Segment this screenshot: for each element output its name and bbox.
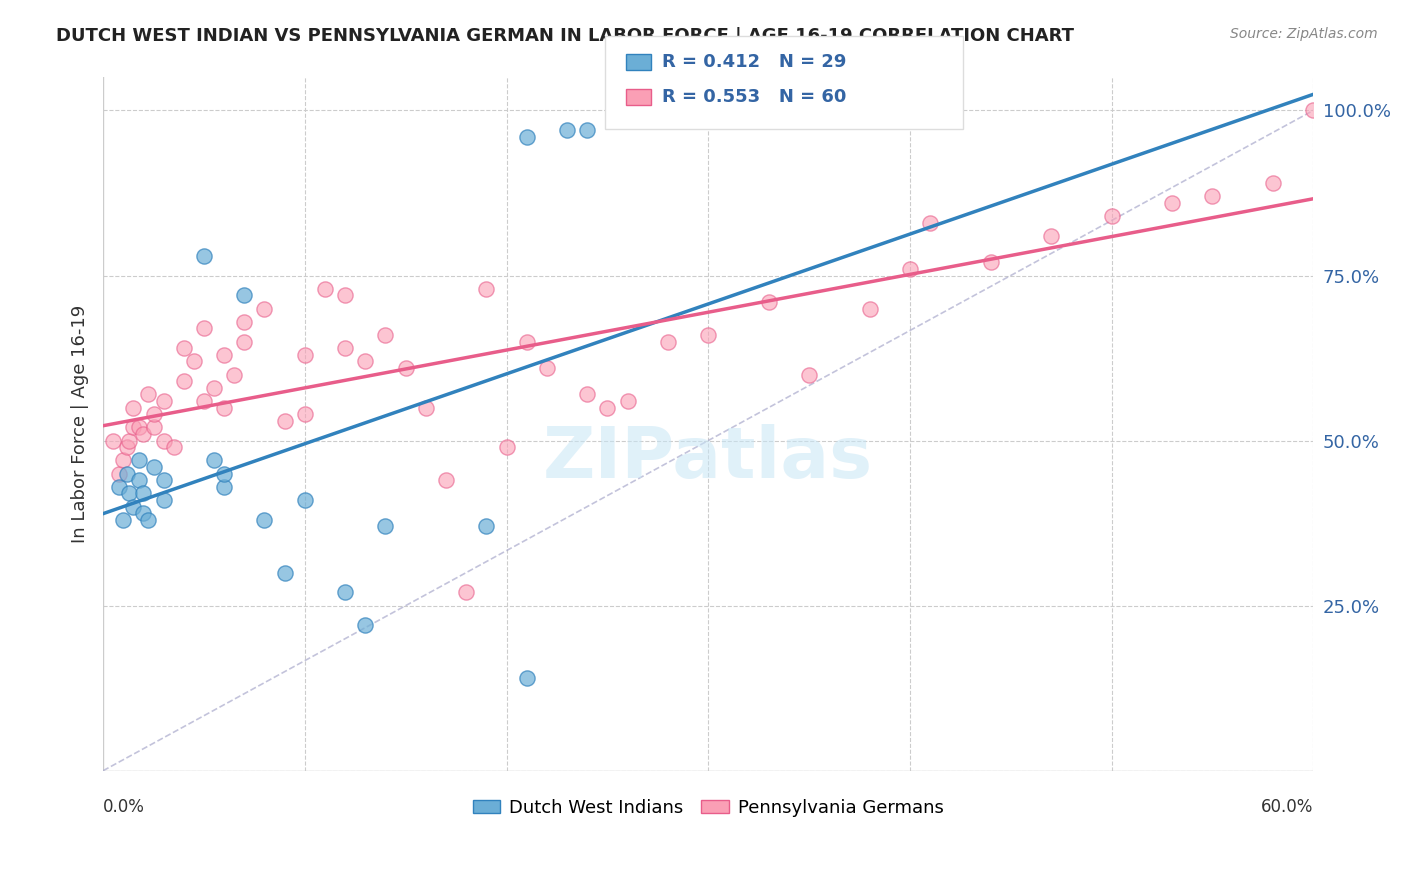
Point — [183, 354, 205, 368]
Point — [142, 407, 165, 421]
Point — [1302, 103, 1324, 118]
Point — [253, 513, 276, 527]
Point — [128, 420, 150, 434]
Point — [354, 354, 377, 368]
Point — [516, 671, 538, 685]
Point — [475, 282, 498, 296]
Text: R = 0.412   N = 29: R = 0.412 N = 29 — [662, 53, 846, 70]
Point — [122, 420, 145, 434]
Point — [797, 368, 820, 382]
Point — [555, 123, 578, 137]
Point — [596, 401, 619, 415]
Point — [294, 493, 316, 508]
Point — [118, 434, 141, 448]
Point — [152, 394, 174, 409]
Point — [516, 334, 538, 349]
Point — [173, 374, 195, 388]
Point — [142, 460, 165, 475]
Point — [1201, 189, 1223, 203]
Point — [1261, 176, 1284, 190]
Point — [122, 401, 145, 415]
Point — [136, 387, 159, 401]
Point — [475, 519, 498, 533]
Text: R = 0.553   N = 60: R = 0.553 N = 60 — [662, 88, 846, 106]
Point — [918, 216, 941, 230]
Point — [314, 282, 336, 296]
Point — [142, 420, 165, 434]
Point — [253, 301, 276, 316]
Point — [212, 467, 235, 481]
Point — [136, 513, 159, 527]
Point — [117, 467, 139, 481]
Point — [616, 394, 638, 409]
Point — [117, 440, 139, 454]
Point — [233, 315, 256, 329]
Point — [132, 427, 155, 442]
Point — [456, 585, 478, 599]
Text: 60.0%: 60.0% — [1261, 798, 1313, 816]
Text: 0.0%: 0.0% — [103, 798, 145, 816]
Point — [193, 321, 215, 335]
Point — [193, 394, 215, 409]
Point — [132, 506, 155, 520]
Point — [122, 500, 145, 514]
Point — [576, 123, 599, 137]
Point — [333, 341, 356, 355]
Point — [395, 360, 418, 375]
Point — [858, 301, 880, 316]
Point — [233, 288, 256, 302]
Point — [294, 348, 316, 362]
Point — [657, 334, 679, 349]
Point — [273, 566, 295, 580]
Point — [1101, 209, 1123, 223]
Point — [212, 401, 235, 415]
Y-axis label: In Labor Force | Age 16-19: In Labor Force | Age 16-19 — [72, 305, 89, 543]
Point — [173, 341, 195, 355]
Point — [108, 467, 131, 481]
Point — [980, 255, 1002, 269]
Point — [374, 327, 396, 342]
Point — [415, 401, 437, 415]
Point — [152, 434, 174, 448]
Point — [233, 334, 256, 349]
Point — [163, 440, 186, 454]
Point — [108, 480, 131, 494]
Point — [516, 129, 538, 144]
Point — [112, 453, 135, 467]
Point — [294, 407, 316, 421]
Point — [434, 473, 457, 487]
Point — [1161, 195, 1184, 210]
Point — [374, 519, 396, 533]
Point — [273, 414, 295, 428]
Point — [333, 288, 356, 302]
Point — [697, 327, 720, 342]
Point — [495, 440, 517, 454]
Point — [354, 618, 377, 632]
Point — [202, 453, 225, 467]
Point — [1040, 228, 1063, 243]
Point — [212, 480, 235, 494]
Point — [112, 513, 135, 527]
Text: DUTCH WEST INDIAN VS PENNSYLVANIA GERMAN IN LABOR FORCE | AGE 16-19 CORRELATION : DUTCH WEST INDIAN VS PENNSYLVANIA GERMAN… — [56, 27, 1074, 45]
Point — [898, 261, 921, 276]
Point — [758, 294, 780, 309]
Text: ZIPatlas: ZIPatlas — [543, 425, 873, 493]
Point — [152, 473, 174, 487]
Point — [128, 473, 150, 487]
Point — [224, 368, 246, 382]
Point — [193, 249, 215, 263]
Point — [152, 493, 174, 508]
Point — [103, 434, 125, 448]
Point — [132, 486, 155, 500]
Point — [118, 486, 141, 500]
Legend: Dutch West Indians, Pennsylvania Germans: Dutch West Indians, Pennsylvania Germans — [465, 791, 950, 824]
Point — [128, 453, 150, 467]
Text: Source: ZipAtlas.com: Source: ZipAtlas.com — [1230, 27, 1378, 41]
Point — [202, 381, 225, 395]
Point — [333, 585, 356, 599]
Point — [212, 348, 235, 362]
Point — [576, 387, 599, 401]
Point — [536, 360, 558, 375]
